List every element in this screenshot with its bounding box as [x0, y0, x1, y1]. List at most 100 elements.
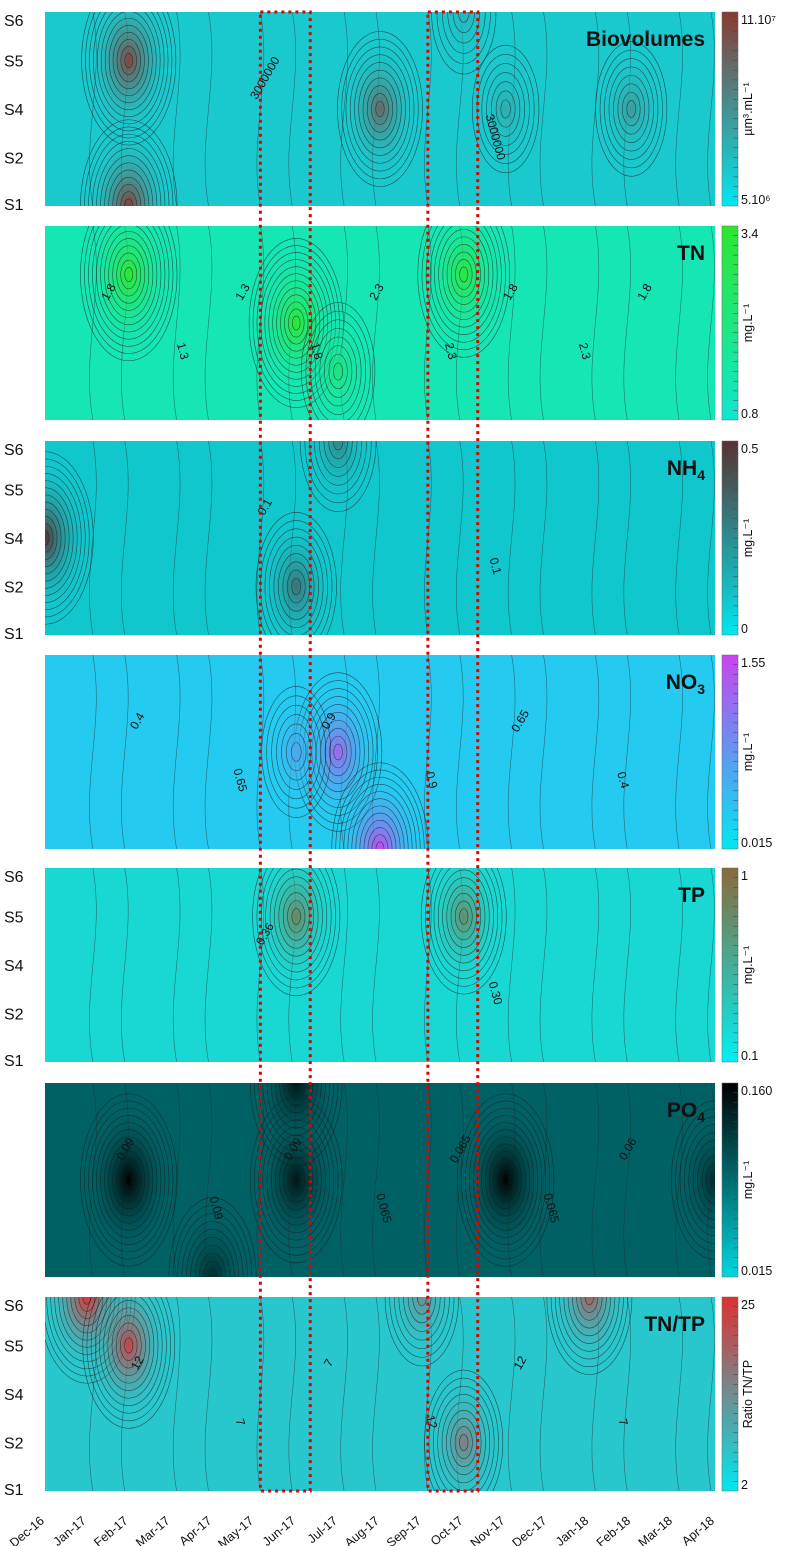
color-scale-max: 11.10⁷: [741, 13, 776, 27]
contour-line: [50, 1297, 124, 1362]
contour-line: [340, 1297, 348, 1491]
contour-line: [124, 53, 133, 68]
contour-line: [45, 494, 70, 582]
contour-line: [507, 441, 516, 635]
contour-line: [438, 229, 490, 320]
contour-line: [372, 1297, 380, 1491]
contour-line: [66, 1297, 108, 1334]
color-scale-max: 0.5: [741, 442, 758, 456]
contour-line: [507, 868, 516, 1062]
x-tick-label: May-17: [215, 1514, 256, 1546]
contour-line: [124, 1172, 134, 1188]
station-label: S5: [4, 54, 24, 71]
contour-line: [329, 735, 348, 769]
contour-line: [89, 12, 169, 132]
contour-line: [476, 53, 535, 165]
hotspot: [86, 226, 171, 350]
x-tick-label: Dec-16: [7, 1514, 47, 1546]
contour-field: [45, 1297, 715, 1491]
contour-line: [684, 1124, 715, 1236]
station-label: S1: [4, 626, 24, 643]
contour-line: [608, 66, 654, 152]
contour-line: [446, 1410, 482, 1476]
contour-line: [88, 226, 170, 347]
color-scale-min: 2: [741, 1478, 748, 1492]
contour-line: [45, 516, 58, 560]
color-scale-unit: mg.L⁻¹: [741, 733, 755, 772]
contour-line: [591, 1083, 600, 1277]
contour-line: [431, 12, 497, 75]
contour-line: [539, 226, 548, 420]
contour-line: [675, 226, 683, 420]
contour-line: [675, 655, 683, 849]
contour-line: [111, 1315, 146, 1376]
contour-line: [80, 226, 178, 362]
hotspot: [266, 695, 327, 809]
contour-line: [591, 441, 600, 635]
contour-line: [266, 695, 327, 809]
contour-line: [270, 1083, 322, 1129]
contour-line: [254, 1083, 339, 1159]
color-scale-min: 0.1: [741, 1049, 758, 1063]
contour-line: [92, 141, 166, 206]
contour-label: 0.09: [207, 1195, 227, 1221]
contour-line: [354, 62, 406, 156]
contour-label: 0.30: [486, 980, 506, 1006]
contour-line: [203, 1260, 222, 1277]
contour-line: [671, 1100, 715, 1260]
contour-line: [424, 1369, 504, 1491]
contour-line: [120, 46, 137, 75]
contour-line: [88, 1107, 170, 1253]
contour-line: [599, 49, 663, 169]
x-tick-label: Jan-17: [51, 1514, 89, 1546]
panel-title: TN: [677, 242, 705, 265]
contour-line: [623, 655, 632, 849]
contour-line: [269, 868, 323, 965]
contour-line: [340, 1083, 348, 1277]
contour-line: [314, 328, 362, 415]
contour-line: [417, 226, 511, 358]
contour-label: 7: [616, 1417, 631, 1427]
contour-line: [707, 868, 715, 1062]
contour-line: [305, 310, 371, 420]
contour-line: [441, 12, 486, 54]
contour-line: [372, 441, 380, 635]
contour-line: [416, 1297, 427, 1306]
contour-line: [337, 31, 423, 187]
contour-line: [96, 148, 162, 206]
contour-line: [92, 226, 166, 340]
contour-line: [707, 12, 715, 206]
contour-line: [339, 776, 421, 849]
contour-line: [572, 1297, 607, 1329]
station-label: S1: [4, 197, 24, 214]
contour-line: [433, 1385, 495, 1491]
contour-line: [291, 1172, 301, 1188]
contour-line: [255, 512, 337, 635]
contour-line: [692, 1140, 715, 1220]
contour-line: [450, 251, 477, 298]
contour-line: [38, 1083, 45, 1277]
contour-line: [45, 530, 50, 546]
contour-line: [291, 742, 302, 762]
x-tick-label: Jul-17: [305, 1514, 340, 1546]
contour-line: [563, 1297, 616, 1344]
contour-line: [103, 1300, 155, 1391]
contour-line: [442, 877, 486, 956]
contour-line: [458, 12, 470, 23]
contour-line: [412, 1297, 432, 1315]
contour-line: [623, 226, 632, 420]
contour-line: [595, 41, 668, 177]
contour-line: [45, 508, 62, 568]
contour-line: [546, 1297, 633, 1375]
contour-line: [45, 458, 90, 618]
hotspot: [258, 868, 335, 986]
contour-line: [489, 1150, 523, 1210]
contour-line: [172, 441, 181, 635]
contour-line: [84, 1100, 174, 1260]
panel-title: TN/TP: [644, 1313, 705, 1336]
station-label: S1: [4, 1482, 24, 1499]
color-scale-max: 1: [741, 869, 748, 883]
contour-line: [120, 259, 138, 290]
contour-line: [288, 1297, 297, 1491]
hotspot: [423, 226, 504, 347]
